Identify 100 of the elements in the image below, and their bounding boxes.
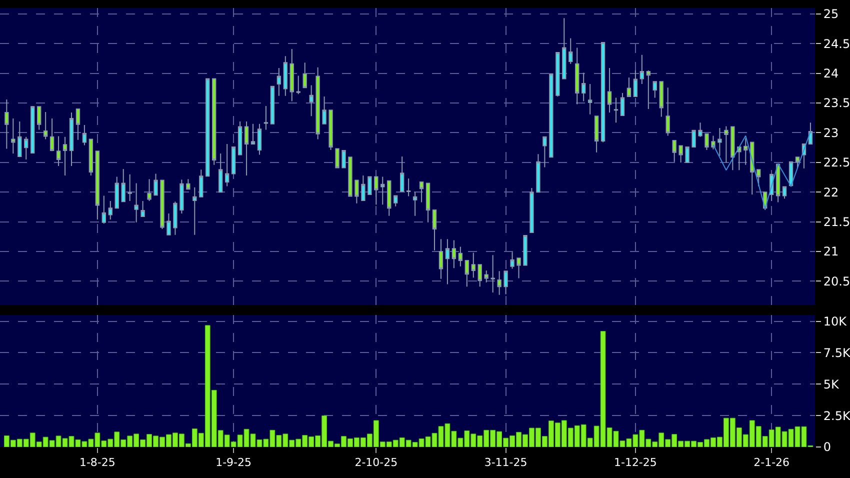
- candlestick: [711, 135, 716, 150]
- candlestick: [626, 77, 632, 98]
- candlestick: [464, 260, 469, 288]
- candlestick: [316, 66, 320, 140]
- x-tick-label: 1-8-25: [79, 456, 116, 470]
- candlestick: [387, 180, 392, 216]
- candlestick: [646, 70, 650, 110]
- candlestick: [270, 86, 275, 124]
- candlestick: [633, 70, 638, 98]
- candlestick: [718, 127, 722, 156]
- candlestick: [309, 84, 314, 117]
- candlestick: [199, 169, 204, 198]
- candlestick: [180, 179, 184, 214]
- candlestick: [354, 180, 359, 204]
- candlestick: [412, 192, 418, 216]
- candlestick: [342, 150, 346, 168]
- candlestick: [698, 122, 702, 138]
- candlestick: [614, 97, 618, 124]
- candlestick: [549, 73, 554, 158]
- candlestick: [438, 238, 444, 280]
- candlestick: [588, 84, 592, 115]
- candlestick: [394, 195, 398, 207]
- candlestick: [744, 138, 748, 166]
- candlestick: [568, 38, 573, 64]
- candlestick: [432, 209, 437, 251]
- candlestick: [458, 246, 463, 267]
- y-tick-label: 0: [823, 440, 832, 454]
- candlestick: [666, 87, 670, 136]
- candlestick: [640, 54, 644, 85]
- candlestick: [147, 178, 152, 202]
- line-series: [712, 131, 811, 210]
- candlestick: [244, 120, 249, 176]
- candlestick: [575, 47, 580, 105]
- candlestick: [348, 156, 352, 197]
- x-tick-label: 1-12-25: [614, 456, 657, 470]
- candlestick: [88, 138, 94, 176]
- y-tick-label: 23: [823, 126, 839, 140]
- candlestick: [795, 156, 800, 169]
- y-tick-label: 21.5: [823, 215, 850, 230]
- x-tick-label: 1-9-25: [216, 456, 252, 470]
- candlestick: [478, 264, 482, 288]
- candlestick: [490, 254, 495, 294]
- candlestick: [594, 116, 599, 153]
- y-tick-label: 22.5: [823, 156, 850, 170]
- candlestick: [542, 136, 547, 168]
- y-tick-label: 21: [823, 244, 839, 259]
- candlestick: [264, 106, 268, 130]
- candlestick: [400, 156, 404, 192]
- candlestick: [4, 98, 9, 150]
- candlestick: [102, 195, 106, 224]
- candlestick: [452, 240, 456, 269]
- candlestick: [672, 140, 676, 162]
- candlestick: [445, 238, 450, 285]
- candlestick: [328, 110, 333, 150]
- candlestick: [206, 78, 210, 177]
- candlestick: [600, 42, 606, 143]
- candlestick: [212, 78, 216, 166]
- candlestick: [166, 213, 171, 236]
- candlestick: [724, 126, 728, 163]
- y-tick-label: 24.5: [823, 36, 850, 51]
- candlestick: [154, 173, 158, 196]
- candlestick: [128, 174, 132, 202]
- candlestick: [659, 81, 664, 118]
- candlestick: [283, 56, 288, 96]
- candlestick: [607, 67, 612, 114]
- candlestick: [290, 48, 294, 102]
- candlestick: [523, 235, 528, 266]
- candlestick: [556, 52, 560, 98]
- candlestick: [56, 136, 61, 166]
- candlestick: [335, 148, 340, 168]
- y-tick-label: 5K: [823, 377, 840, 392]
- candlestick: [62, 136, 68, 176]
- candlestick: [562, 18, 566, 80]
- candlestick: [484, 270, 488, 283]
- candlestick: [380, 176, 385, 206]
- candlestick: [497, 270, 502, 296]
- candlestick: [192, 186, 197, 236]
- y-tick-label: 23.5: [823, 96, 850, 110]
- candlestick: [69, 112, 74, 166]
- candlestick: [302, 62, 307, 88]
- candlestick: [678, 145, 683, 163]
- candlestick: [95, 150, 100, 220]
- candlestick: [685, 146, 690, 163]
- candlestick: [37, 106, 42, 130]
- candlestick: [224, 144, 230, 187]
- candlestick: [374, 176, 378, 206]
- candlestick: [11, 118, 16, 154]
- candlestick: [426, 182, 430, 223]
- candlestick: [471, 252, 476, 278]
- candlestick: [160, 180, 164, 230]
- candlestick: [776, 164, 780, 203]
- candlestick: [76, 108, 80, 140]
- candlestick: [756, 169, 761, 187]
- x-tick-label: 3-11-25: [484, 456, 528, 470]
- candlestick: [782, 186, 787, 200]
- candlestick: [82, 124, 87, 146]
- candlestick: [808, 122, 813, 145]
- candlestick: [536, 154, 540, 193]
- candlestick: [406, 178, 411, 197]
- candlestick: [737, 146, 742, 171]
